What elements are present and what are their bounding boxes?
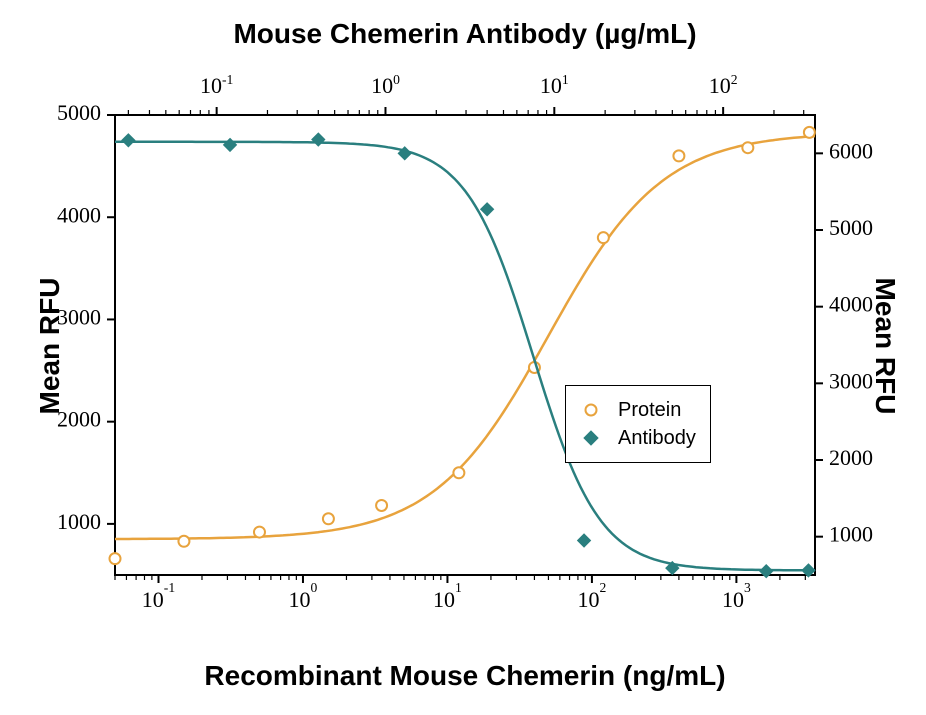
- legend-label-protein: Protein: [618, 399, 681, 422]
- legend-label-antibody: Antibody: [618, 427, 696, 450]
- svg-text:6000: 6000: [829, 138, 873, 163]
- svg-text:5000: 5000: [57, 100, 101, 125]
- svg-text:3000: 3000: [829, 368, 873, 393]
- svg-text:1000: 1000: [829, 522, 873, 547]
- svg-text:5000: 5000: [829, 215, 873, 240]
- chart-container: Mouse Chemerin Antibody (µg/mL) Recombin…: [0, 0, 926, 715]
- svg-text:10-1: 10-1: [142, 579, 175, 612]
- svg-text:101: 101: [433, 579, 462, 612]
- plot-svg: 10-1 100 101 102 103 10-1 100 101 102 1000 2000 300…: [0, 0, 926, 715]
- svg-text:4000: 4000: [57, 202, 101, 227]
- svg-text:101: 101: [540, 72, 569, 98]
- protein-marker-icon: [580, 399, 602, 421]
- legend-item-antibody: Antibody: [580, 424, 696, 452]
- svg-text:2000: 2000: [829, 445, 873, 470]
- svg-text:102: 102: [578, 579, 607, 612]
- svg-text:100: 100: [371, 72, 400, 98]
- svg-text:102: 102: [709, 72, 738, 98]
- legend: Protein Antibody: [565, 385, 711, 463]
- svg-text:103: 103: [722, 579, 751, 612]
- svg-text:1000: 1000: [57, 509, 101, 534]
- legend-item-protein: Protein: [580, 396, 696, 424]
- svg-text:10-1: 10-1: [200, 72, 233, 98]
- svg-text:2000: 2000: [57, 407, 101, 432]
- svg-text:4000: 4000: [829, 292, 873, 317]
- svg-text:100: 100: [289, 579, 318, 612]
- antibody-marker-icon: [580, 427, 602, 449]
- svg-text:3000: 3000: [57, 304, 101, 329]
